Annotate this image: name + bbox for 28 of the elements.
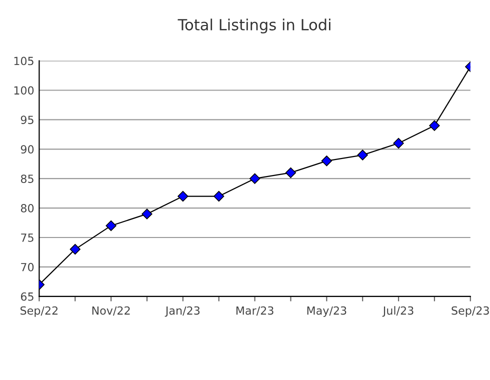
- y-tick-label: 85: [20, 174, 34, 183]
- y-tick-label: 90: [20, 145, 34, 154]
- x-tick-label: Sep/23: [452, 306, 489, 317]
- x-tick-label: Jan/23: [164, 306, 200, 317]
- point: [178, 190, 188, 202]
- point: [321, 156, 332, 166]
- point: [249, 173, 260, 184]
- point: [357, 150, 368, 160]
- point: [393, 138, 404, 149]
- x-tick-label: Mar/23: [236, 306, 274, 316]
- y-tick-label: 95: [20, 116, 34, 124]
- point: [285, 167, 296, 178]
- x-tick-label: Jul/23: [382, 306, 414, 317]
- x-tick-label: Nov/22: [92, 306, 130, 316]
- y-tick-label: 65: [20, 292, 34, 301]
- point: [214, 190, 224, 202]
- y-tick-label: 80: [20, 204, 34, 212]
- point: [142, 208, 152, 220]
- y-tick-label: 75: [21, 234, 34, 242]
- point: [70, 244, 80, 255]
- y-tick-label: 100: [14, 86, 34, 95]
- point: [106, 220, 116, 232]
- x-tick-label: May/23: [307, 306, 346, 317]
- y-tick-label: 105: [14, 56, 34, 66]
- chart-title: Total Listings in Lodi: [178, 18, 330, 34]
- y-tick-label: 70: [21, 262, 34, 272]
- point: [429, 120, 440, 131]
- x-tick-label: Sep/22: [20, 306, 58, 317]
